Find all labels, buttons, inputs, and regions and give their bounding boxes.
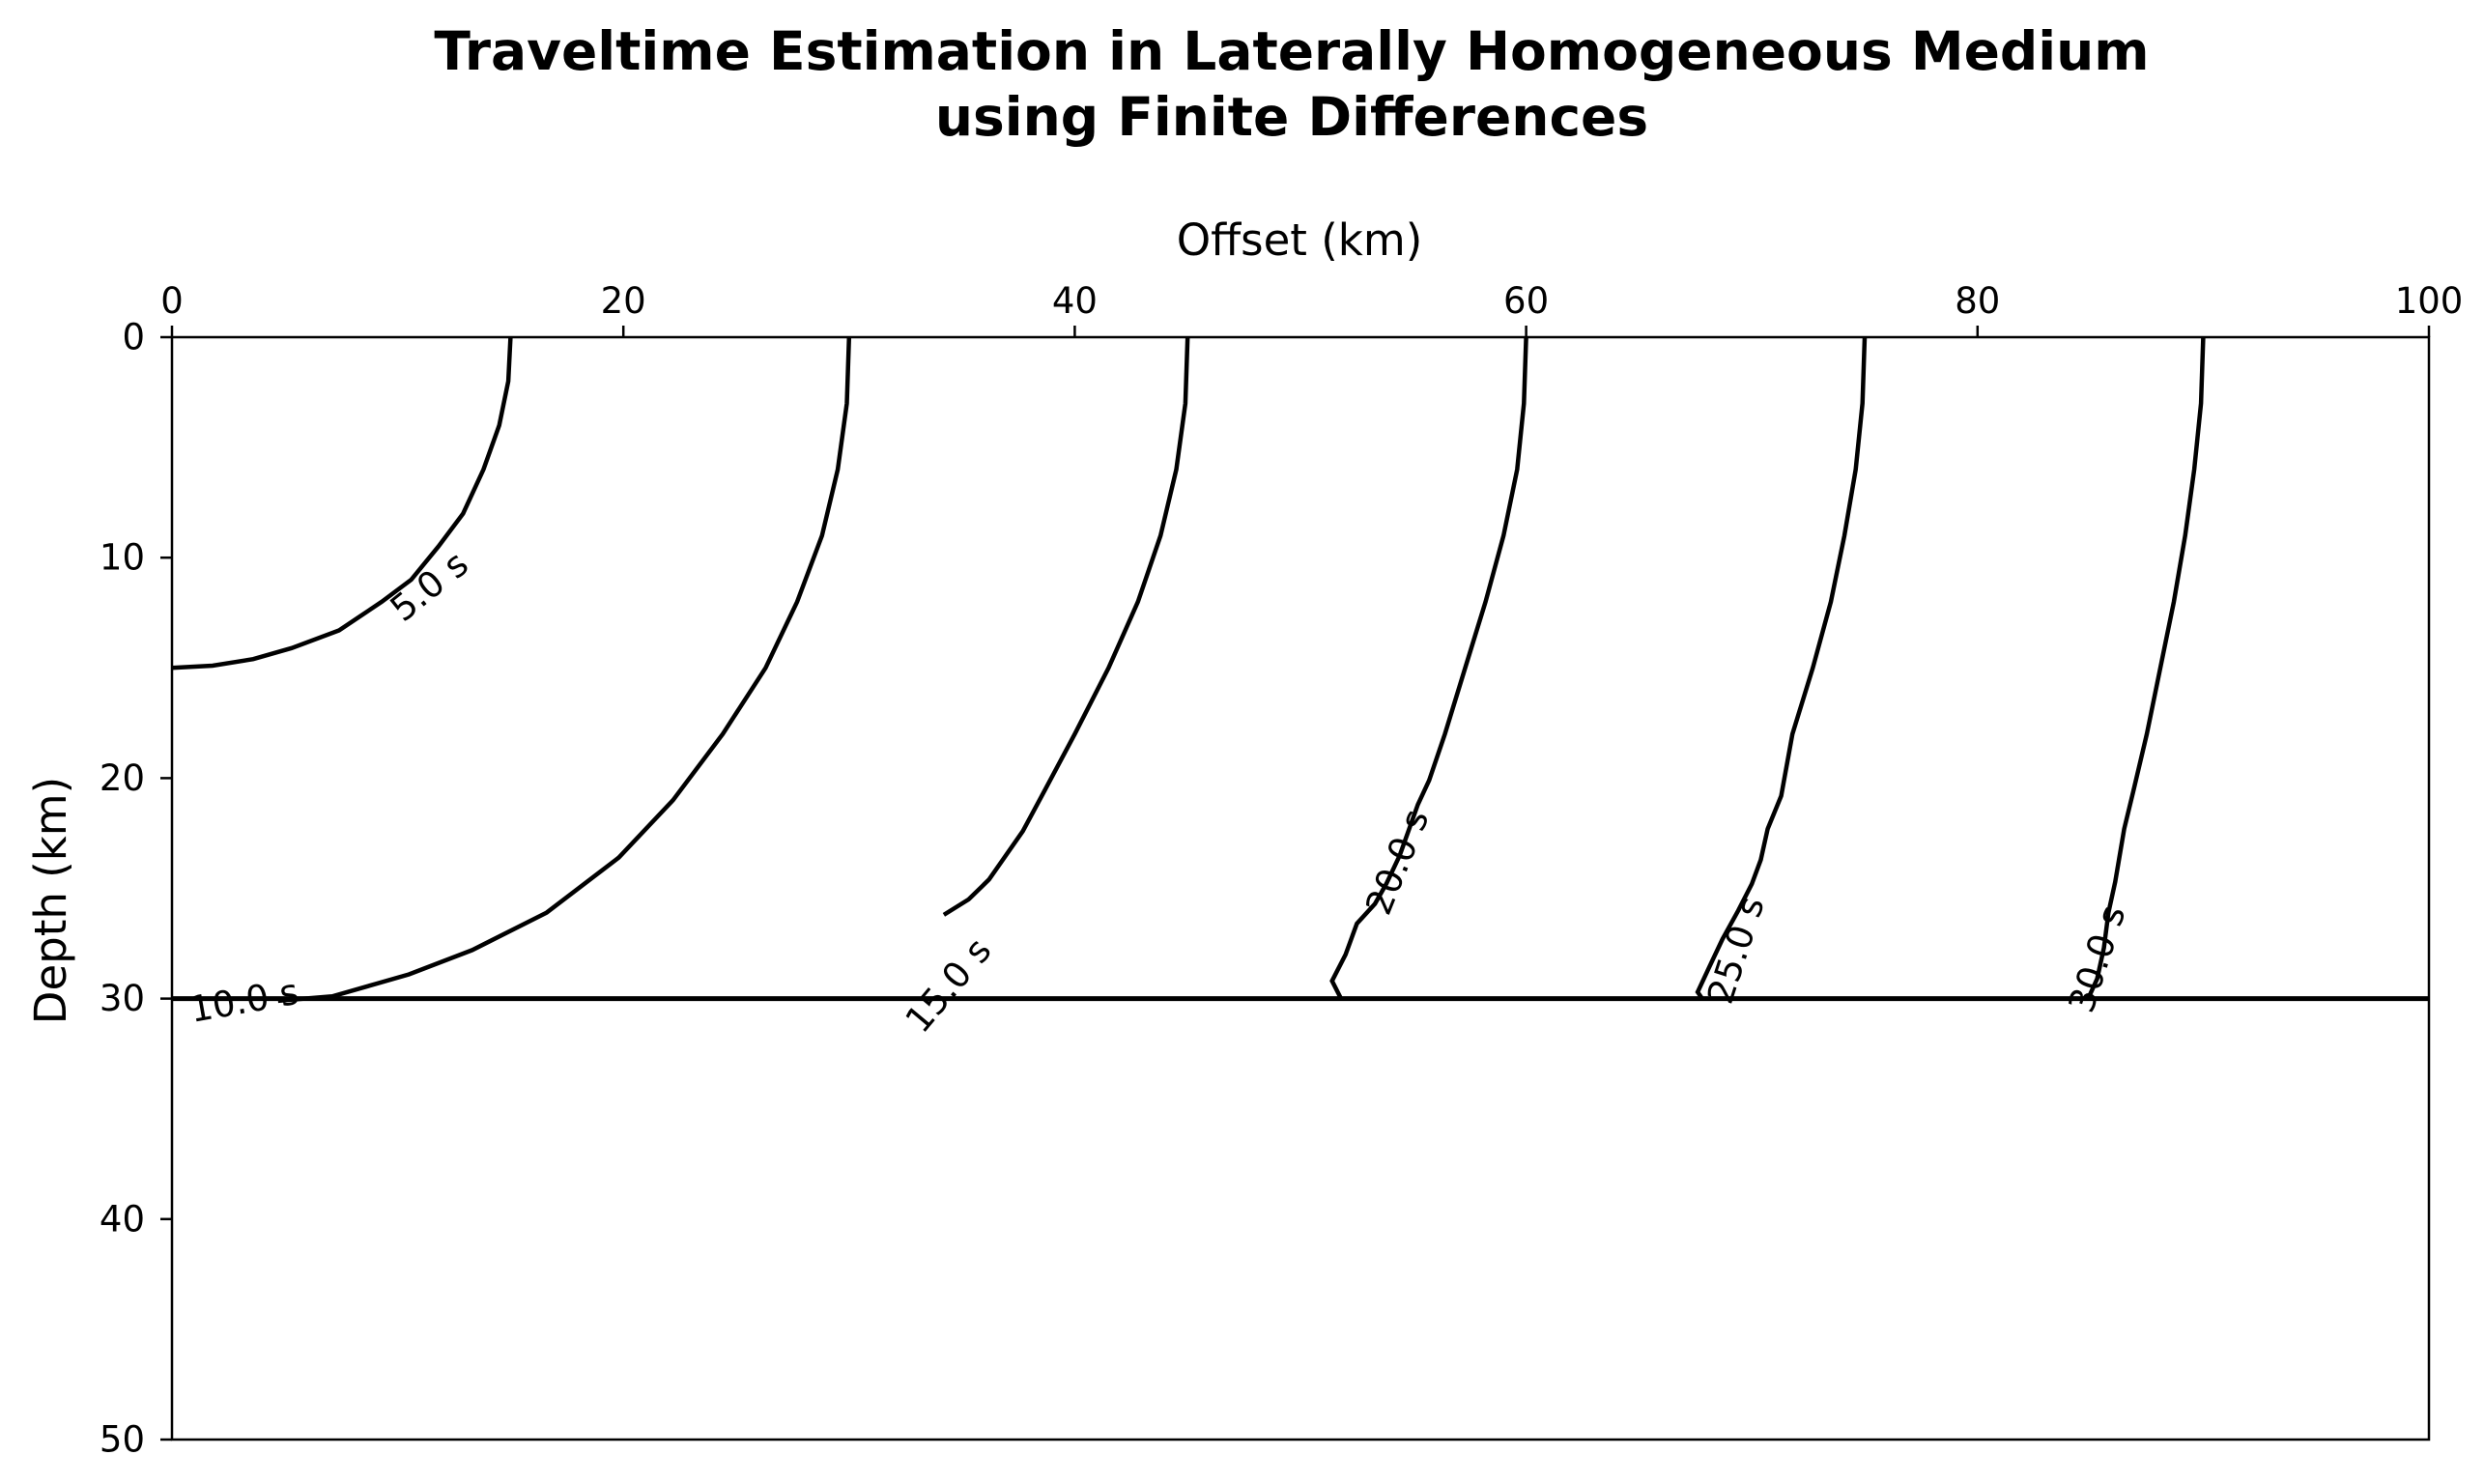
contour-line-20 (1329, 336, 1528, 1000)
plot-area: 5.0 s10.0 s 15.0 s20.0 s25.0 s 30.0 s (171, 336, 2429, 1042)
y-tick-label: 30 (100, 978, 145, 1019)
y-axis-label: Depth (km) (25, 777, 76, 1024)
x-axis-label: Offset (km) (1177, 214, 1423, 266)
y-tick-label: 50 (100, 1419, 145, 1461)
contour-line-5 (171, 336, 513, 671)
chart-title-line-2: using Finite Differences (935, 86, 1648, 148)
plot-frame (170, 335, 2431, 1441)
axis-ticks: 0 20 40 60 80 100 0 10 20 30 40 50 (100, 280, 2463, 1461)
contour-label-15: 15.0 s (898, 930, 1000, 1042)
y-tick-label: 20 (100, 757, 145, 799)
contour-line-10 (277, 336, 852, 1004)
y-tick-label: 10 (100, 537, 145, 579)
contour-label-20: 20.0 s (1357, 803, 1437, 920)
x-tick-label: 60 (1503, 280, 1549, 322)
y-tick-label: 40 (100, 1198, 145, 1240)
contour-line-30 (2086, 336, 2206, 1000)
x-tick-label: 0 (160, 280, 184, 322)
x-tick-label: 80 (1955, 280, 2000, 322)
contour-label-10: 10.0 s (186, 971, 301, 1031)
chart-title-line-1: Traveltime Estimation in Laterally Homog… (434, 20, 2149, 82)
x-tick-label: 40 (1052, 280, 1098, 322)
y-tick-label: 0 (122, 317, 145, 358)
x-tick-label: 100 (2395, 280, 2464, 322)
x-tick-label: 20 (601, 280, 646, 322)
contour-line-15 (942, 336, 1190, 917)
contour-label-25: 25.0 s (1699, 892, 1773, 1009)
contour-line-25 (1695, 336, 1868, 1000)
